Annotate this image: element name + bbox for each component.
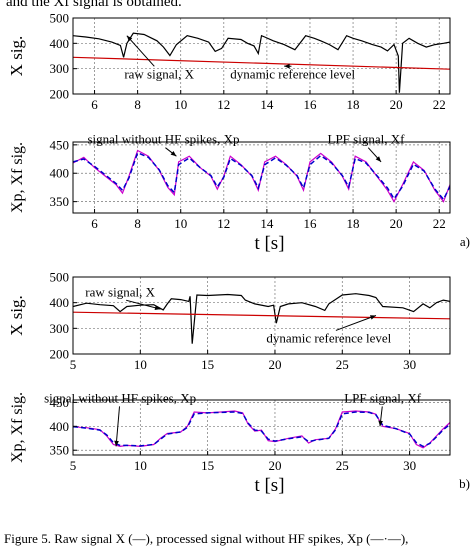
y-tick-label: 450: [50, 137, 70, 152]
annotation-label: signal without HF spikes, Xp: [87, 132, 239, 147]
series-line-1: [73, 153, 450, 200]
x-axis-label: t [s]: [254, 233, 284, 254]
annotation-arrow: [127, 36, 154, 67]
x-tick-label: 20: [268, 357, 281, 372]
x-tick-label: 10: [174, 216, 187, 231]
x-tick-label: 15: [201, 357, 214, 372]
figure-caption: Figure 5. Raw signal X (—), processed si…: [4, 531, 408, 547]
x-tick-label: 14: [260, 97, 274, 112]
x-tick-label: 30: [403, 357, 416, 372]
x-tick-label: 18: [347, 216, 360, 231]
x-tick-label: 16: [303, 97, 317, 112]
y-tick-label: 200: [50, 347, 70, 362]
annotation-label: LPF signal, Xf: [344, 390, 422, 405]
x-tick-label: 8: [134, 97, 141, 112]
y-tick-label: 200: [50, 87, 70, 102]
annotation-arrow: [116, 406, 119, 446]
x-tick-label: 16: [303, 216, 317, 231]
y-tick-label: 500: [50, 270, 70, 285]
annotation-label: raw signal, X: [124, 66, 194, 81]
x-tick-label: 10: [134, 357, 147, 372]
annotation-label: raw signal, X: [85, 284, 155, 299]
x-tick-label: 15: [201, 458, 214, 473]
series-line-1: [73, 412, 450, 446]
x-tick-label: 10: [174, 97, 187, 112]
series-group: [73, 411, 450, 448]
x-tick-label: 6: [91, 216, 98, 231]
x-tick-label: 30: [403, 458, 416, 473]
y-tick-label: 350: [50, 443, 70, 458]
series-group: [73, 33, 450, 92]
x-tick-label: 14: [260, 216, 274, 231]
chart-panel-b-top: 5 10 15 20 25 30 200 300 400 500 X sig. raw signal,…: [7, 270, 450, 373]
y-tick-label: 400: [50, 295, 70, 310]
y-tick-label: 300: [50, 61, 70, 76]
x-tick-label: 18: [347, 97, 360, 112]
series-line-0: [73, 411, 450, 448]
annotation-label: dynamic reference level: [266, 330, 391, 345]
x-tick-label: 12: [217, 216, 230, 231]
y-tick-label: 400: [50, 166, 70, 181]
x-tick-label: 22: [433, 216, 446, 231]
y-tick-label: 400: [50, 419, 70, 434]
x-tick-label: 20: [390, 216, 403, 231]
y-tick-label: 300: [50, 321, 70, 336]
x-tick-label: 20: [390, 97, 403, 112]
annotation-label: LPF signal, Xf: [328, 132, 406, 147]
x-tick-label: 5: [70, 458, 77, 473]
x-tick-label: 12: [217, 97, 230, 112]
x-axis-label: t [s]: [254, 475, 284, 496]
series-line-1: [73, 312, 450, 319]
y-axis-label: Xp, Xf sig.: [9, 392, 26, 463]
series-group: [73, 151, 450, 202]
panel-label: b): [459, 476, 470, 491]
y-tick-label: 400: [50, 36, 70, 51]
x-tick-label: 10: [134, 458, 147, 473]
x-tick-label: 6: [91, 97, 98, 112]
annotation-label: signal without HF spikes, Xp: [44, 390, 196, 405]
plot-frame: [73, 18, 450, 94]
chart-panel-a-top: 6 8 10 12 14 16 18 20 22 200 300 400 500 X sig. raw si…: [7, 11, 450, 113]
annotation-label: dynamic reference level: [230, 66, 355, 81]
y-tick-label: 500: [50, 11, 70, 26]
panel-label: a): [460, 234, 470, 249]
y-tick-label: 350: [50, 194, 70, 209]
x-tick-label: 20: [268, 458, 281, 473]
x-tick-label: 8: [134, 216, 141, 231]
x-tick-label: 5: [70, 357, 77, 372]
x-tick-label: 25: [336, 458, 349, 473]
y-axis-label: Xp, Xf sig.: [9, 142, 26, 213]
x-tick-label: 22: [433, 97, 446, 112]
x-tick-label: 25: [336, 357, 349, 372]
y-axis-label: X sig.: [7, 36, 26, 77]
chart-panel-a-bottom: 6 8 10 12 14 16 18 20 22 350 400 450 Xp, Xf sig. t [s…: [9, 132, 470, 254]
y-axis-label: X sig.: [7, 295, 26, 336]
